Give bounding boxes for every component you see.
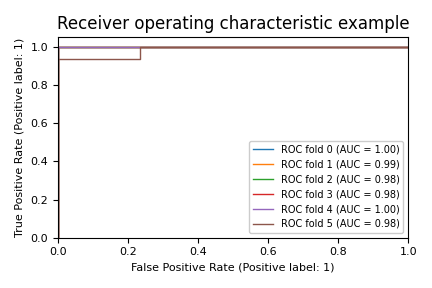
ROC fold 1 (AUC = 0.99) [55, 225, 60, 228]
Line: ROC fold 4 (AUC = 1.00): ROC fold 4 (AUC = 1.00) [58, 47, 408, 238]
ROC fold 3 (AUC = 0.98) [406, 45, 411, 49]
ROC fold 5 (AUC = 0.98) [138, 45, 143, 49]
Line: ROC fold 1 (AUC = 0.99): ROC fold 1 (AUC = 0.99) [58, 47, 408, 238]
ROC fold 5 (AUC = 0.98) [55, 57, 60, 60]
ROC fold 4 (AUC = 1.00) [55, 225, 60, 228]
ROC fold 1 (AUC = 0.99) [406, 45, 411, 49]
ROC fold 4 (AUC = 1.00) [406, 45, 411, 49]
ROC fold 2 (AUC = 0.98) [406, 45, 411, 49]
Title: Receiver operating characteristic example: Receiver operating characteristic exampl… [57, 15, 410, 33]
Legend: ROC fold 0 (AUC = 1.00), ROC fold 1 (AUC = 0.99), ROC fold 2 (AUC = 0.98), ROC f: ROC fold 0 (AUC = 1.00), ROC fold 1 (AUC… [249, 141, 403, 233]
ROC fold 0 (AUC = 1.00) [55, 225, 60, 228]
ROC fold 0 (AUC = 1.00) [406, 45, 411, 49]
ROC fold 2 (AUC = 0.98) [55, 236, 60, 239]
ROC fold 3 (AUC = 0.98) [55, 45, 60, 49]
Line: ROC fold 0 (AUC = 1.00): ROC fold 0 (AUC = 1.00) [58, 47, 408, 238]
ROC fold 5 (AUC = 0.98) [55, 236, 60, 239]
ROC fold 5 (AUC = 0.98) [138, 57, 143, 60]
ROC fold 3 (AUC = 0.98) [55, 225, 60, 228]
Y-axis label: True Positive Rate (Positive label: 1): True Positive Rate (Positive label: 1) [15, 38, 25, 237]
ROC fold 2 (AUC = 0.98) [55, 225, 60, 228]
Line: ROC fold 5 (AUC = 0.98): ROC fold 5 (AUC = 0.98) [58, 47, 408, 238]
Line: ROC fold 3 (AUC = 0.98): ROC fold 3 (AUC = 0.98) [58, 47, 408, 238]
ROC fold 4 (AUC = 1.00) [55, 45, 60, 49]
ROC fold 5 (AUC = 0.98) [406, 45, 411, 49]
ROC fold 2 (AUC = 0.98) [55, 45, 60, 49]
Line: ROC fold 2 (AUC = 0.98): ROC fold 2 (AUC = 0.98) [58, 47, 408, 238]
ROC fold 5 (AUC = 0.98) [55, 224, 60, 228]
ROC fold 3 (AUC = 0.98) [55, 236, 60, 239]
ROC fold 1 (AUC = 0.99) [55, 45, 60, 49]
X-axis label: False Positive Rate (Positive label: 1): False Positive Rate (Positive label: 1) [131, 263, 335, 273]
ROC fold 1 (AUC = 0.99) [55, 236, 60, 239]
ROC fold 0 (AUC = 1.00) [55, 45, 60, 49]
ROC fold 4 (AUC = 1.00) [55, 236, 60, 239]
ROC fold 0 (AUC = 1.00) [55, 236, 60, 239]
